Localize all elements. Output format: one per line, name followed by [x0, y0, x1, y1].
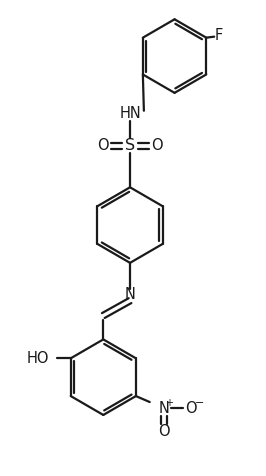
Text: +: +	[165, 398, 173, 408]
Text: O: O	[158, 425, 169, 439]
Text: N: N	[124, 287, 135, 302]
Text: −: −	[194, 398, 204, 408]
Text: HN: HN	[119, 106, 141, 121]
Text: F: F	[215, 28, 223, 43]
Text: HO: HO	[27, 351, 49, 366]
Text: S: S	[125, 138, 135, 153]
Text: O: O	[185, 400, 197, 416]
Text: O: O	[151, 138, 163, 153]
Text: N: N	[158, 400, 169, 416]
Text: O: O	[98, 138, 109, 153]
